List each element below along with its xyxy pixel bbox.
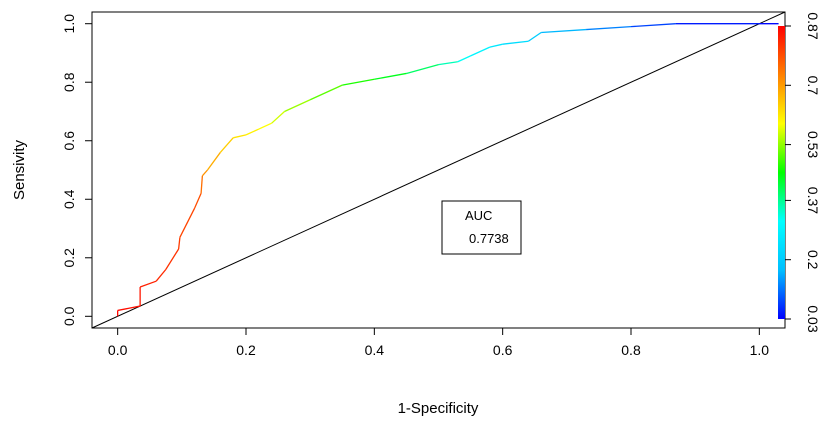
auc-legend-box (441, 200, 522, 255)
auc-value: 0.7738 (469, 231, 509, 246)
roc-segment (271, 111, 285, 124)
roc-segment (489, 43, 503, 48)
y-tick-label: 0.8 (61, 72, 77, 92)
x-axis-title: 1-Specificity (398, 400, 479, 417)
roc-segment (155, 269, 167, 282)
roc-segment (457, 55, 471, 63)
roc-segment (233, 134, 247, 139)
x-tick-label: 0.8 (621, 342, 641, 358)
roc-segment (284, 99, 311, 113)
auc-label: AUC (465, 208, 492, 223)
roc-segment (406, 64, 439, 75)
y-tick-label: 1.0 (61, 14, 77, 34)
roc-segment (117, 305, 141, 312)
colorbar (778, 26, 785, 319)
roc-segment (342, 78, 375, 86)
colorbar-tick-label: 0.53 (805, 131, 821, 158)
roc-segment (258, 122, 272, 130)
y-axis-title: Sensivity (11, 139, 28, 200)
colorbar-ticks: 0.03 0.2 0.37 0.53 0.7 0.87 (785, 12, 821, 333)
colorbar-tick-label: 0.2 (805, 250, 821, 270)
reference-diagonal (91, 11, 786, 329)
roc-segment (630, 23, 676, 28)
roc-segment (201, 169, 208, 177)
roc-segment (177, 237, 181, 250)
colorbar-tick-label: 0.87 (805, 12, 821, 39)
y-axis: 0.0 0.2 0.4 0.6 0.8 1.0 (61, 14, 93, 326)
y-tick-label: 0.6 (61, 131, 77, 151)
y-tick-label: 0.4 (61, 189, 77, 209)
roc-segment (206, 152, 221, 171)
roc-segment (502, 40, 529, 45)
roc-segment (470, 46, 491, 57)
roc-segment (245, 128, 260, 136)
y-tick-label: 0.0 (61, 306, 77, 326)
colorbar-tick-label: 0.03 (805, 305, 821, 332)
roc-segment (200, 175, 204, 194)
x-tick-label: 0.4 (365, 342, 385, 358)
roc-segment (179, 207, 196, 238)
roc-segment (194, 193, 202, 209)
x-tick-label: 0.2 (236, 342, 256, 358)
x-axis: 0.0 0.2 0.4 0.6 0.8 1.0 (108, 327, 770, 358)
roc-segment (527, 31, 542, 42)
colorbar-tick-label: 0.37 (805, 187, 821, 214)
roc-segment (438, 61, 458, 66)
colorbar-tick-label: 0.7 (805, 76, 821, 96)
x-tick-label: 0.0 (108, 342, 128, 358)
y-tick-label: 0.2 (61, 248, 77, 268)
roc-segment (309, 84, 343, 101)
roc-segment (586, 25, 632, 31)
roc-segment (541, 28, 587, 34)
roc-segment (219, 137, 234, 153)
roc-segment (139, 280, 157, 288)
roc-segment (374, 72, 407, 80)
roc-segment (165, 248, 180, 270)
x-tick-label: 1.0 (750, 342, 770, 358)
auc-legend: AUC 0.7738 (441, 200, 522, 255)
x-tick-label: 0.6 (493, 342, 513, 358)
roc-curve (117, 23, 779, 317)
